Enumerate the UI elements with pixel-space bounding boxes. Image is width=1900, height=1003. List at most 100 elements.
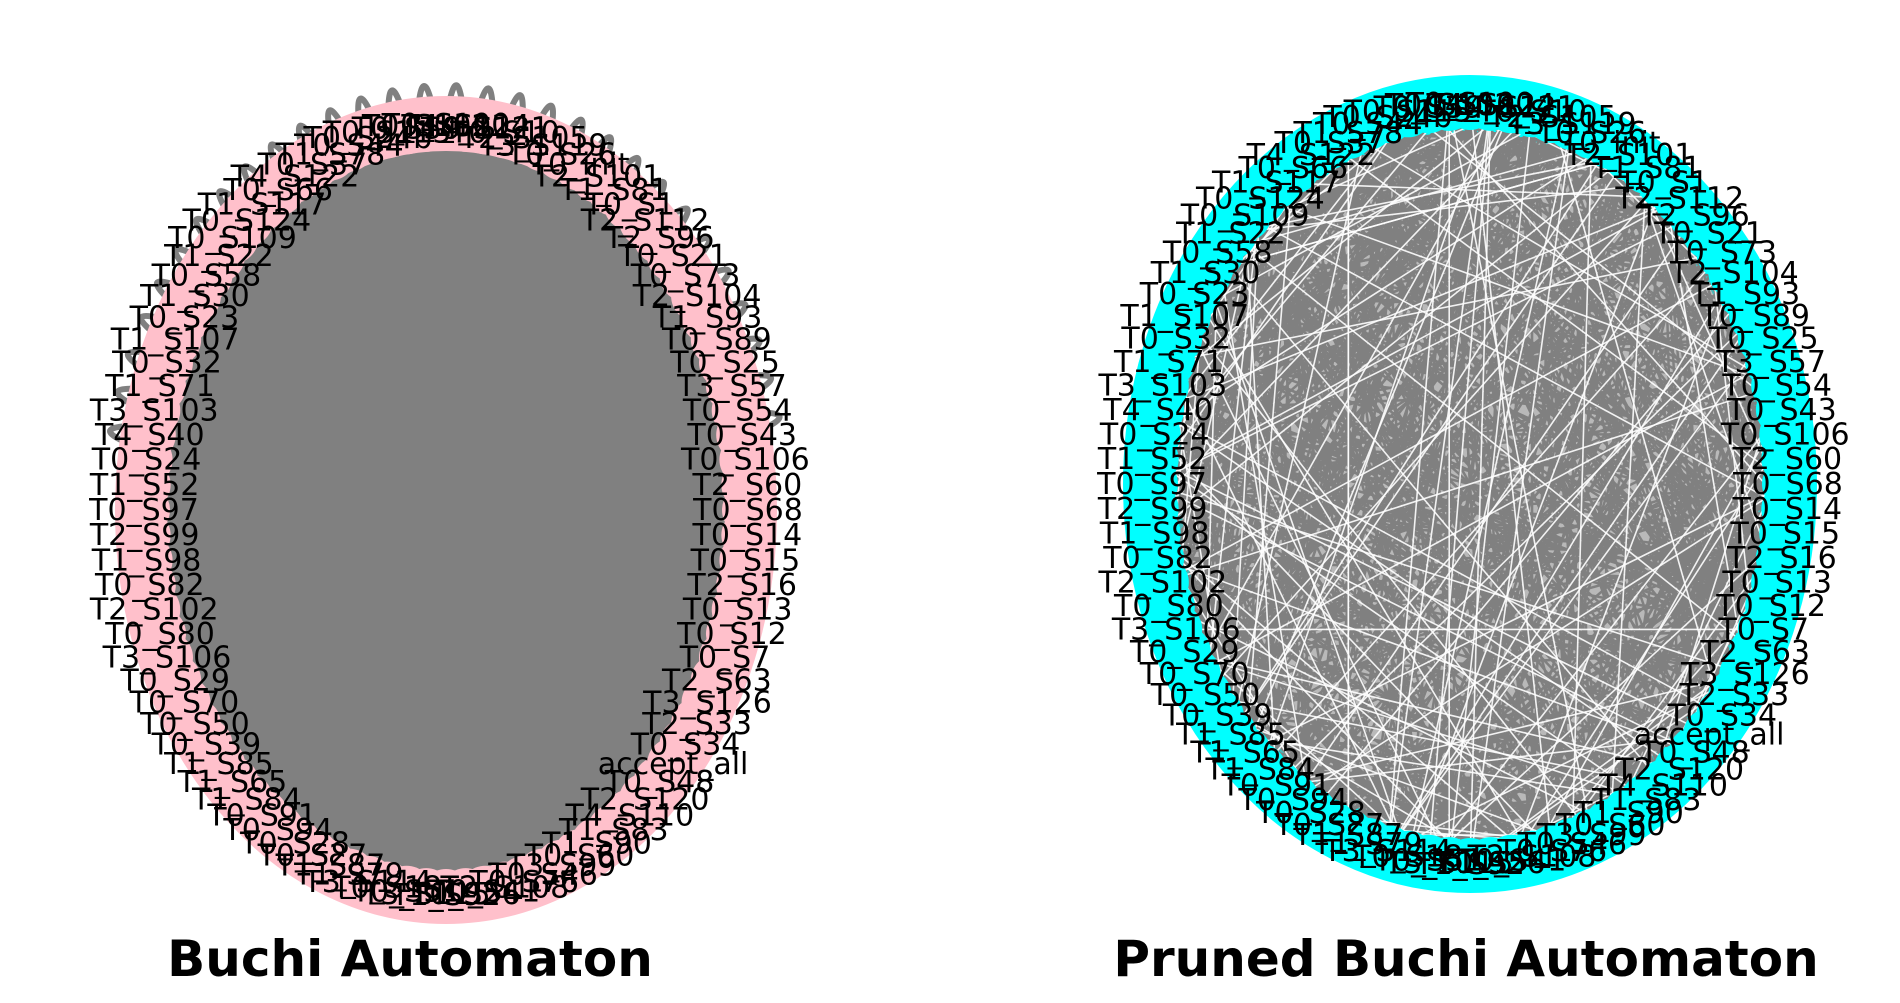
edge-gap: [1230, 198, 1262, 735]
edge: [1328, 142, 1779, 584]
node-label: T0_S58: [1162, 236, 1273, 271]
edge-gap: [1157, 409, 1681, 771]
edge-gap: [1628, 154, 1778, 583]
node-label: T1_S81: [558, 173, 669, 208]
node-label: T0_S80: [104, 617, 215, 652]
node-label: T0_S34: [1666, 698, 1777, 733]
node-label: T0_S18: [331, 871, 442, 906]
node-label: T0_S60: [1555, 808, 1666, 843]
node: [400, 99, 453, 152]
node-label: T0_S13: [682, 593, 793, 628]
edge: [1510, 106, 1757, 653]
node-label: T0_S21: [1653, 216, 1764, 251]
node-label: T0_S46: [1516, 827, 1627, 862]
edge-gap: [1194, 361, 1772, 675]
node-label: T3_S114: [1322, 834, 1452, 869]
node-label: T1_S93: [1690, 277, 1801, 312]
edge: [1347, 132, 1410, 857]
edge-gap: [1162, 106, 1513, 387]
node-label: T0_S50: [139, 707, 250, 742]
node-label: T2_S108: [1467, 840, 1597, 875]
edge-gap: [1609, 458, 1789, 826]
node-label: T2_S96: [604, 221, 715, 256]
pruned-buchi-automaton-graph: T0_S100T4_S124T4_S121T0_S10T2_S105T3_S11…: [1096, 75, 1850, 893]
node-label: T2_S108: [440, 871, 570, 906]
node-label: T3_S57: [1715, 345, 1826, 380]
node-label: T3_S126: [1680, 657, 1810, 692]
edge-gap: [1230, 123, 1369, 735]
edge-gap: [1469, 104, 1492, 865]
edge-gap: [1244, 214, 1788, 510]
node-label: T0_init: [529, 148, 630, 183]
node-label: T2_S60: [1731, 442, 1842, 477]
node-label: T0_S89: [1699, 299, 1810, 334]
node-label: T0_S23: [1139, 277, 1250, 312]
node-label: accept_all: [598, 747, 749, 782]
node-label: T2_S63: [661, 663, 772, 698]
node-label: T0_S25: [669, 346, 780, 381]
edge-gap: [1184, 651, 1647, 801]
node-label: T2_S99: [1097, 492, 1208, 527]
node-labels: T0_S100T4_S124T4_S121T0_S10T2_S105T3_S11…: [88, 108, 810, 913]
edge: [1347, 132, 1696, 754]
node-label: T2_S104: [1669, 256, 1799, 291]
node-label: T1_S71: [104, 369, 215, 404]
node-label: T0_S7: [1718, 612, 1810, 647]
edge-gap: [1168, 605, 1612, 826]
node-label: T3_S103: [89, 393, 219, 428]
node-label: T0_S32: [1120, 322, 1231, 357]
node-label: T1_S98: [1099, 517, 1210, 552]
edge-gap: [1230, 232, 1756, 653]
node-label: T0_S106: [1720, 417, 1850, 452]
node-label: T0_S41: [1456, 844, 1567, 879]
node-label: T0_S24: [91, 443, 202, 478]
edge-gap: [1184, 315, 1450, 864]
node-label: T0_S39: [1162, 698, 1273, 733]
edge: [1259, 197, 1696, 754]
edge-gap: [1571, 132, 1593, 844]
edge-gap: [1205, 154, 1630, 274]
edge: [1662, 182, 1724, 716]
node-label: T0_S100: [1405, 87, 1535, 122]
edge-gap: [1204, 198, 1262, 696]
node-label: T3_S103: [1097, 369, 1227, 404]
node-label: T1_S92: [1414, 847, 1525, 882]
node-label: T0_S48: [1639, 736, 1750, 771]
edges: [162, 151, 730, 877]
node-label: T4_S121: [420, 111, 550, 146]
node-label: T3_S106: [1111, 612, 1241, 647]
edge: [1205, 115, 1553, 275]
node-label: T0_S106: [680, 443, 810, 478]
edge-gap: [1276, 733, 1710, 787]
node-label: T2_S16: [1726, 541, 1837, 576]
node-label: T3_S57: [676, 369, 787, 404]
node-label: T4_S124: [400, 109, 530, 144]
node-label: T0_S15: [1729, 517, 1840, 552]
node-label: T3_S114: [302, 865, 432, 900]
node-label: T1_S79: [1312, 827, 1423, 862]
node-label: T2_S120: [580, 782, 710, 817]
node-label: T0_S12: [676, 617, 787, 652]
edge-gap: [1347, 132, 1778, 387]
node-label: T1_S93: [652, 301, 763, 336]
node-label: T0_S89: [661, 323, 772, 358]
edges: [1150, 102, 1790, 866]
node-label: T3_S99: [1536, 818, 1647, 853]
node-label: T0_S27: [257, 838, 368, 873]
node-label: T1_S107: [1119, 299, 1249, 334]
node-label: T0_S115: [1343, 94, 1473, 129]
node-label: T0_S124: [1195, 181, 1325, 216]
node-label: T0_S7: [679, 640, 771, 675]
node-label: T0_S34: [630, 727, 741, 762]
node-label: T0_S44: [1312, 107, 1423, 142]
node-label: T0_S32: [111, 346, 222, 381]
node-label: T0_S43: [1726, 393, 1837, 428]
node-label: T4_S121: [1446, 90, 1576, 125]
edge: [1259, 197, 1513, 862]
node-label: T0_S29: [119, 663, 230, 698]
edge-gap: [1427, 104, 1492, 861]
node-label: T1_S87: [275, 849, 386, 884]
edge-gap: [1259, 252, 1723, 771]
node-label: T2_S101: [1564, 138, 1694, 173]
